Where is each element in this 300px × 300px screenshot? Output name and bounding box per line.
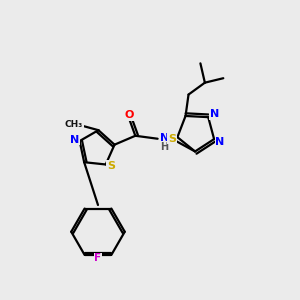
Text: O: O [125, 110, 134, 120]
Text: N: N [215, 137, 225, 147]
Text: N: N [209, 109, 219, 119]
Text: S: S [168, 134, 176, 144]
Text: N: N [160, 133, 169, 143]
Text: N: N [70, 134, 79, 145]
Text: F: F [94, 254, 101, 263]
Text: S: S [107, 161, 115, 171]
Text: H: H [160, 142, 168, 152]
Text: CH₃: CH₃ [64, 120, 83, 129]
